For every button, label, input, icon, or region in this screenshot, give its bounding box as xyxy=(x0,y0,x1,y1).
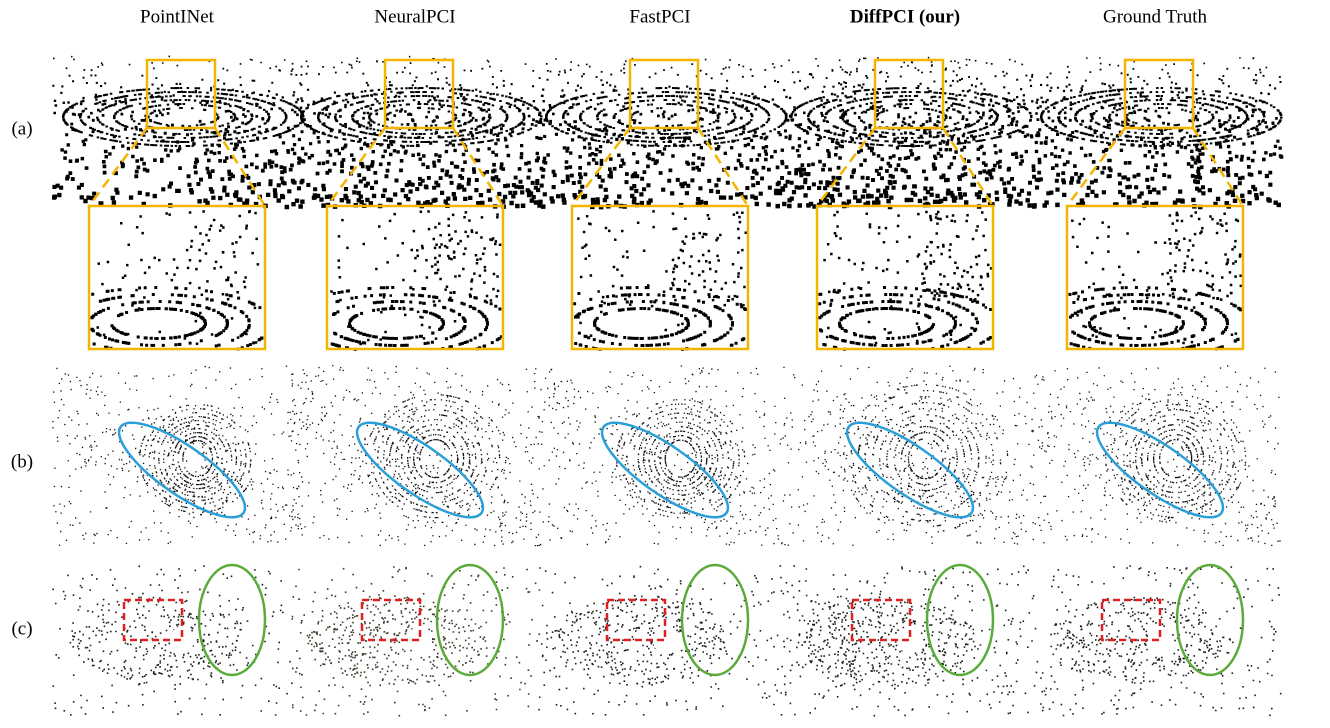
zoom-region xyxy=(385,60,453,128)
point-cloud xyxy=(52,56,305,210)
row-label: (b) xyxy=(11,451,33,472)
column-header: PointINet xyxy=(140,6,215,27)
column-header: NeuralPCI xyxy=(374,6,455,27)
highlight-ellipse xyxy=(437,565,503,675)
column-header: Ground Truth xyxy=(1103,6,1207,27)
point-cloud xyxy=(1030,57,1283,209)
highlight-ellipse xyxy=(682,565,748,675)
row-label: (c) xyxy=(11,618,32,639)
zoom-point-cloud xyxy=(818,211,992,351)
highlight-ellipse xyxy=(1085,407,1235,532)
highlight-ellipse xyxy=(199,565,265,675)
point-cloud xyxy=(784,365,1031,545)
point-cloud xyxy=(1030,365,1280,546)
zoom-point-cloud xyxy=(90,210,263,351)
column-header: DiffPCI (our) xyxy=(850,6,960,27)
point-cloud xyxy=(536,365,786,546)
zoom-point-cloud xyxy=(1069,211,1243,350)
point-cloud xyxy=(52,366,303,546)
point-cloud xyxy=(290,365,541,546)
point-cloud xyxy=(535,58,787,210)
highlight-ellipse xyxy=(107,407,257,532)
zoom-point-cloud xyxy=(330,210,503,351)
column-header: FastPCI xyxy=(629,6,690,27)
row-label: (a) xyxy=(11,118,32,139)
figure: PointINet NeuralPCI FastPCI DiffPCI (our) Gr… xyxy=(0,0,1330,723)
zoom-point-cloud xyxy=(573,210,747,351)
point-cloud xyxy=(292,56,543,209)
zoom-region xyxy=(147,60,215,128)
point-cloud xyxy=(780,57,1033,209)
